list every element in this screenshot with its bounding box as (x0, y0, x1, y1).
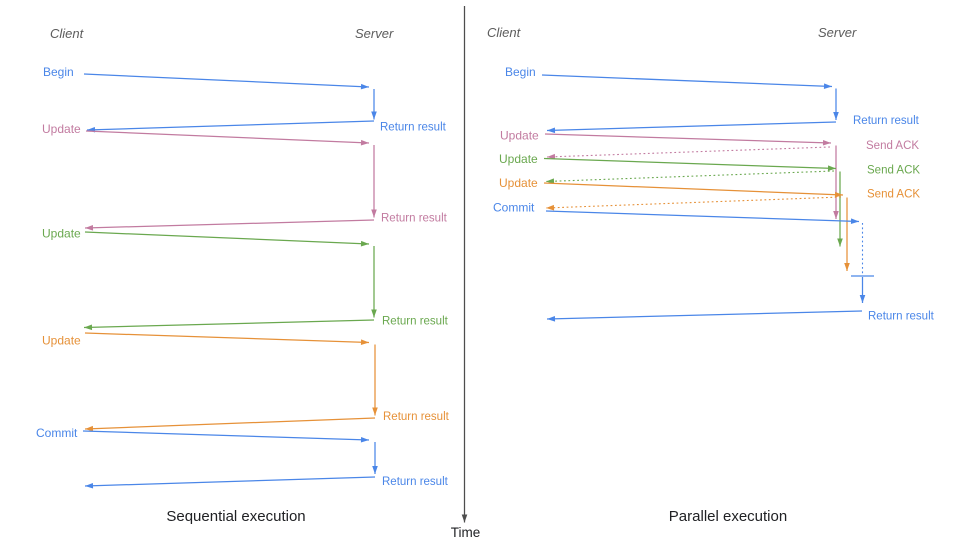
begin-request-arrow-head (360, 83, 369, 90)
panel-title: Parallel execution (669, 508, 787, 525)
server-header: Server (818, 25, 857, 40)
commit-return-arrow-head (85, 482, 94, 489)
time-axis-line-head (461, 514, 468, 523)
update2-exec-arrow-head (371, 309, 377, 318)
commit-label: Commit (493, 201, 535, 215)
update-label-2: Update (42, 227, 81, 241)
update1-return-arrow (84, 219, 375, 229)
begin-request-arrow (83, 73, 370, 88)
commit-request-arrow (82, 430, 370, 441)
update-label-3: Update (42, 334, 81, 348)
update2-request-arrow-head (360, 240, 369, 247)
begin-label: Begin (43, 65, 74, 79)
return-result-label-2: Return result (381, 213, 448, 225)
update2-request-arrow (84, 231, 370, 245)
update1-request-arrow-head (822, 139, 831, 146)
final-return-arrow (546, 310, 863, 320)
return-result-label-5: Return result (382, 476, 449, 488)
begin-request-arrow (541, 74, 833, 88)
sequential-execution-panel: Client Server Begin Return result Update Retu… (36, 26, 450, 525)
begin-request-arrow-head (823, 83, 832, 89)
update3-request-arrow-head (360, 339, 369, 346)
update-label-2: Update (499, 152, 538, 166)
time-axis-label: Time (451, 525, 481, 540)
update1-request-arrow-head (360, 139, 369, 146)
send-ack-label-1: Send ACK (866, 140, 919, 152)
update1-request-arrow (544, 133, 832, 144)
parallel-execution-panel: Client Server Begin Return result Update Send… (487, 25, 935, 525)
return-result-label-4: Return result (383, 411, 450, 423)
update1-exec-arrow-head (371, 209, 377, 218)
update3-return-arrow-head (85, 425, 94, 432)
update2-ack-arrow-head (546, 178, 555, 185)
begin-exec-arrow-head (371, 111, 377, 120)
update3-request-arrow (543, 182, 844, 196)
return-result-label-1: Return result (380, 122, 447, 134)
update3-request-arrow-head (834, 191, 843, 198)
return-result-label-1: Return result (853, 115, 920, 127)
update2-request-arrow-head (827, 165, 836, 172)
commit-label: Commit (36, 426, 78, 440)
update1-ack-arrow-head (547, 153, 556, 160)
update1-exec-arrow-head (833, 211, 839, 219)
send-ack-label-2: Send ACK (867, 165, 920, 177)
update3-exec-arrow-head (372, 407, 378, 416)
client-header: Client (487, 25, 522, 40)
commit-request-arrow (545, 210, 860, 223)
update3-return-arrow (84, 417, 376, 430)
update2-exec-arrow-head (837, 238, 843, 247)
begin-return-arrow (86, 120, 375, 131)
begin-return-arrow-head (547, 127, 556, 134)
update2-return-arrow-head (84, 324, 93, 331)
commit-request-arrow-head (850, 218, 859, 225)
update-label-3: Update (499, 176, 538, 190)
send-ack-label-3: Send ACK (867, 189, 920, 201)
update1-request-arrow (85, 130, 370, 144)
update3-exec-arrow-head (844, 263, 850, 271)
update3-ack-arrow-head (546, 204, 555, 211)
commit-return-arrow (84, 476, 376, 487)
commit-exec-arrow-head (372, 466, 378, 474)
update-label-1: Update (42, 122, 81, 136)
update2-ack-arrow (545, 170, 835, 183)
begin-exec-arrow-head (833, 112, 839, 120)
final-return-arrow-head (547, 315, 556, 322)
return-result-label-2: Return result (868, 311, 935, 323)
begin-return-arrow (546, 121, 837, 132)
update1-return-arrow-head (85, 224, 94, 231)
commit-request-arrow-head (360, 436, 369, 443)
client-header: Client (50, 26, 85, 41)
return-result-label-3: Return result (382, 316, 449, 328)
time-axis: Time (451, 6, 481, 540)
update3-ack-arrow (545, 196, 842, 209)
server-header: Server (355, 26, 394, 41)
panel-title: Sequential execution (166, 508, 305, 525)
final-exec-arrow-head (859, 295, 866, 303)
update-label-1: Update (500, 129, 539, 143)
update3-request-arrow (84, 332, 370, 344)
update2-request-arrow (543, 157, 837, 170)
update1-ack-arrow (546, 146, 831, 158)
update2-return-arrow (83, 319, 375, 329)
begin-label: Begin (505, 65, 536, 79)
